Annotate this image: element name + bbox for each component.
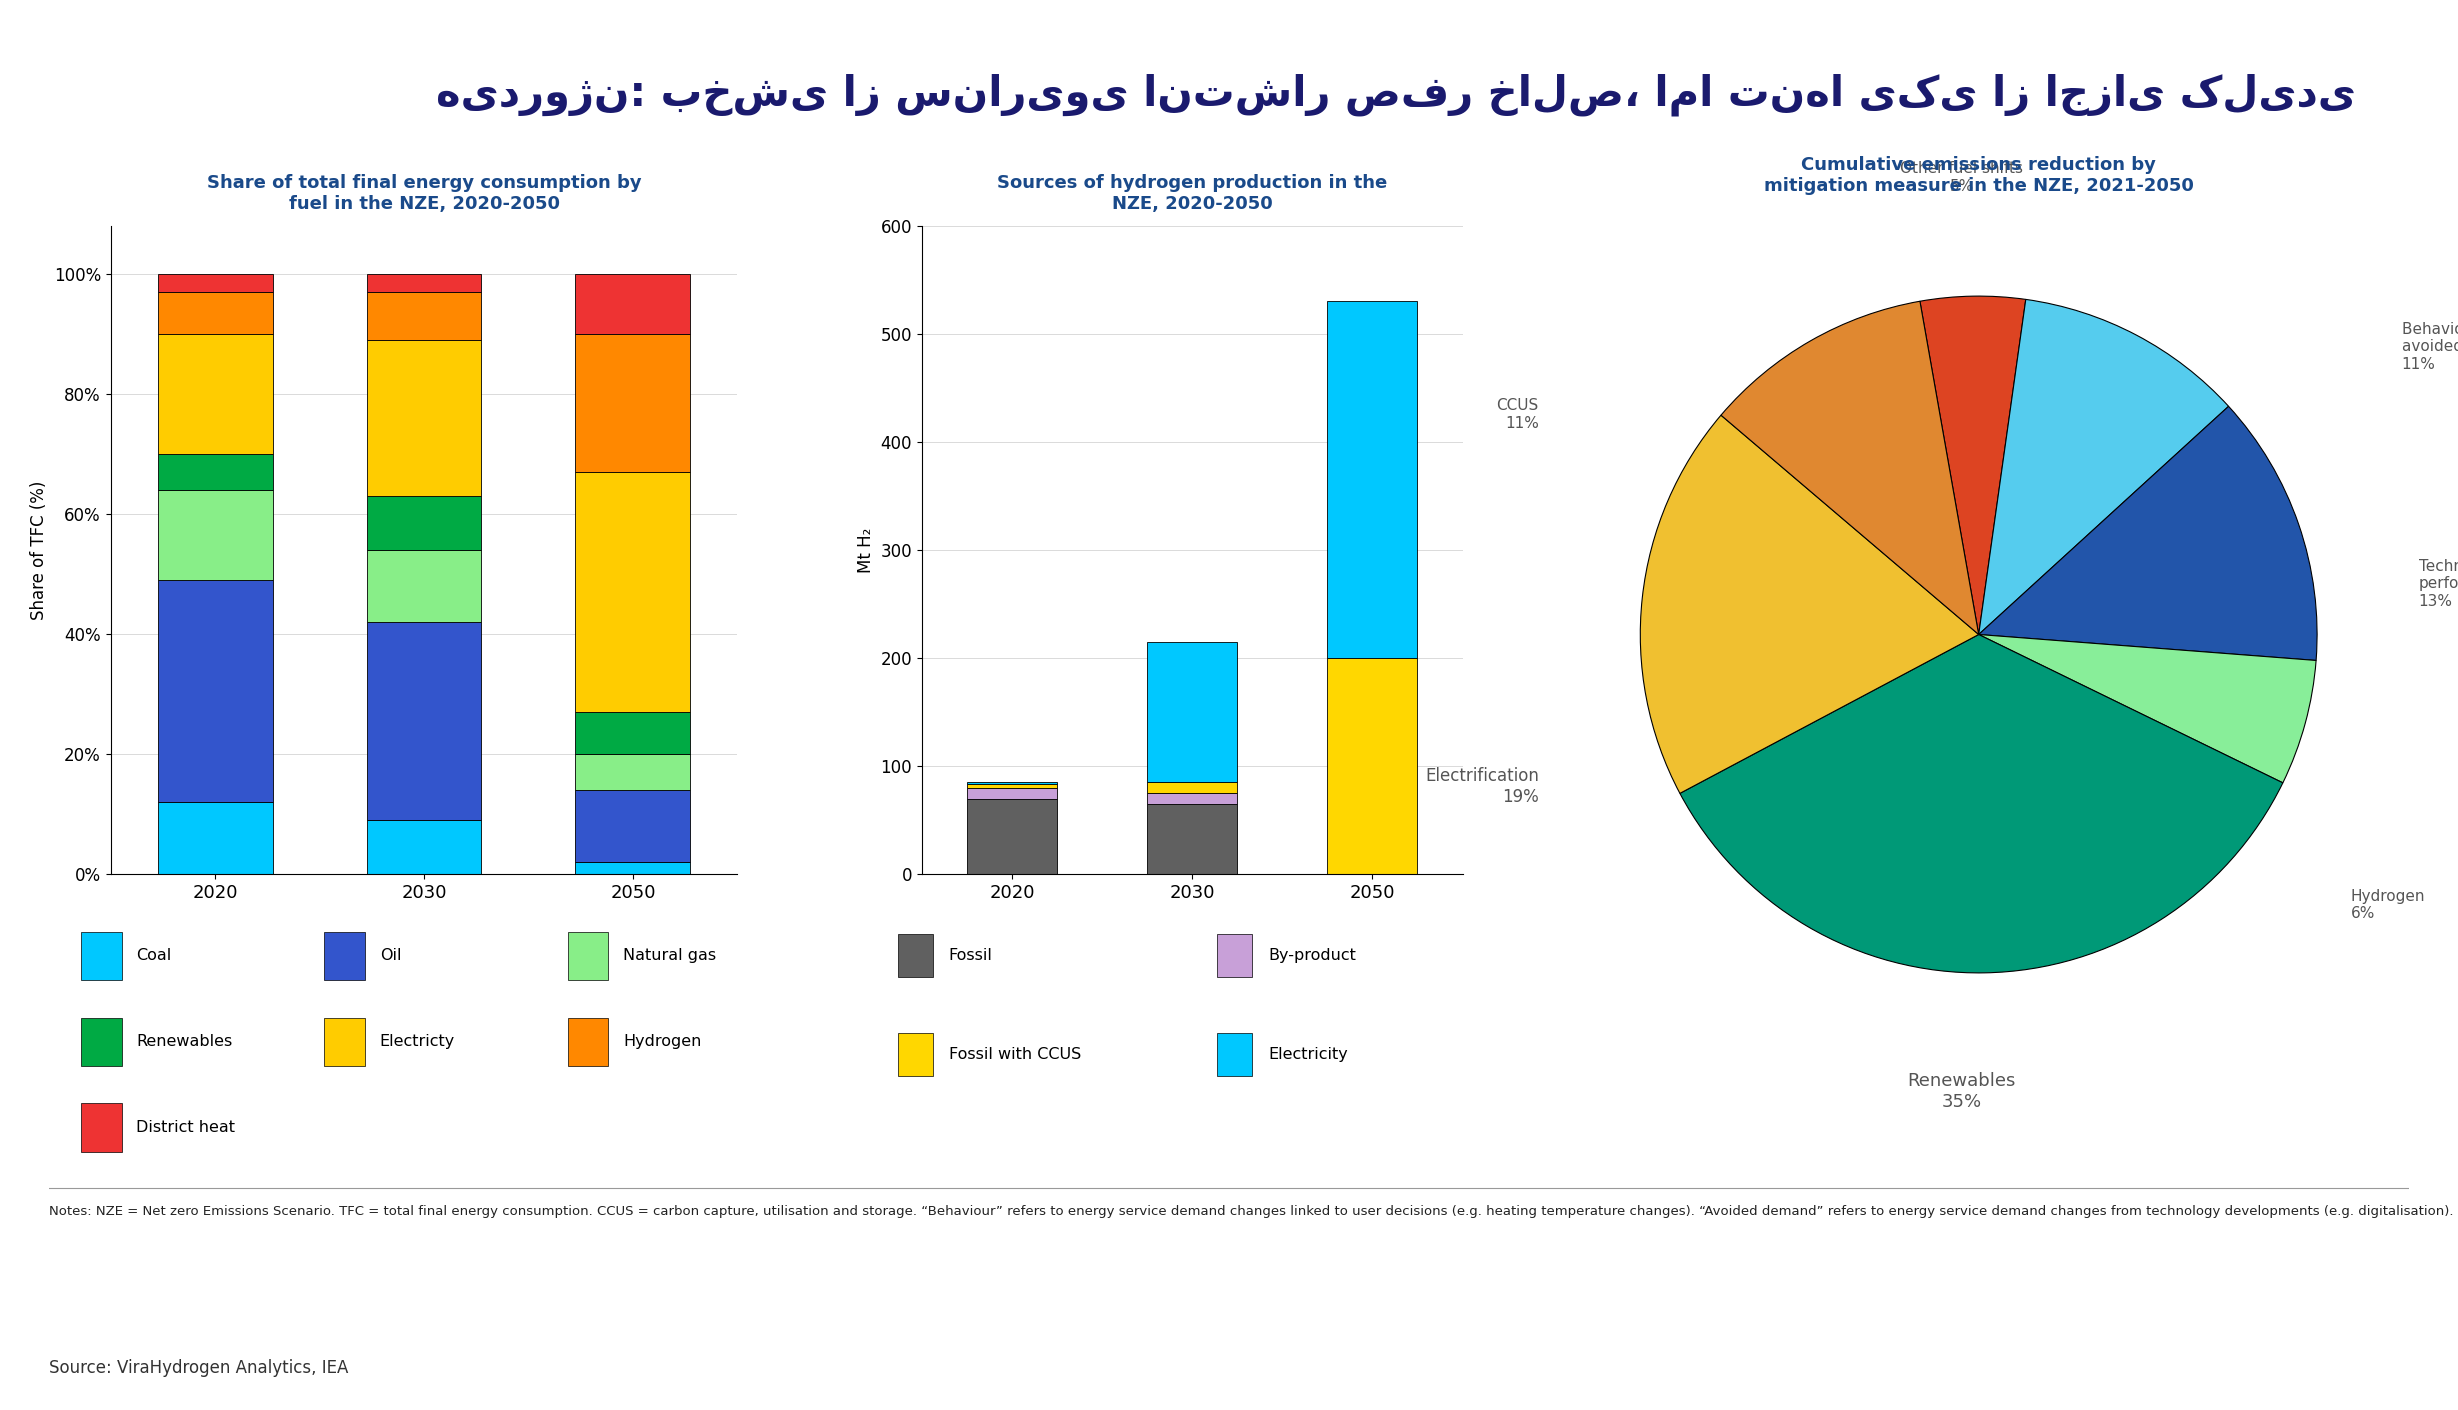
Text: Coal: Coal bbox=[135, 949, 172, 963]
Bar bbox=[966, 798, 1057, 874]
Bar bbox=[157, 274, 273, 292]
Bar bbox=[366, 821, 482, 874]
Bar bbox=[966, 784, 1057, 788]
Bar bbox=[575, 334, 691, 472]
Bar bbox=[575, 790, 691, 862]
Text: Technology
performance
13%: Technology performance 13% bbox=[2419, 558, 2458, 609]
Text: Other fuel shifts
5%: Other fuel shifts 5% bbox=[1900, 162, 2023, 193]
Wedge shape bbox=[1639, 415, 1979, 794]
Bar bbox=[366, 496, 482, 550]
Bar bbox=[157, 334, 273, 454]
Text: Oil: Oil bbox=[379, 949, 401, 963]
Bar bbox=[575, 862, 691, 874]
Bar bbox=[897, 933, 934, 977]
Text: Electricity: Electricity bbox=[1268, 1046, 1347, 1062]
Title: Sources of hydrogen production in the
NZE, 2020-2050: Sources of hydrogen production in the NZ… bbox=[998, 173, 1386, 213]
Text: Electrification
19%: Electrification 19% bbox=[1426, 767, 1539, 807]
Wedge shape bbox=[1979, 406, 2318, 660]
Bar bbox=[366, 292, 482, 340]
Bar bbox=[966, 788, 1057, 798]
Text: Notes: NZE = Net zero Emissions Scenario. TFC = total final energy consumption. : Notes: NZE = Net zero Emissions Scenario… bbox=[49, 1204, 2458, 1218]
Text: Hydrogen: Hydrogen bbox=[622, 1034, 701, 1049]
Wedge shape bbox=[1679, 634, 2283, 973]
Bar bbox=[575, 754, 691, 790]
Text: Fossil: Fossil bbox=[949, 948, 993, 963]
Text: Fossil with CCUS: Fossil with CCUS bbox=[949, 1046, 1082, 1062]
Text: CCUS
11%: CCUS 11% bbox=[1497, 399, 1539, 430]
Bar bbox=[1217, 933, 1254, 977]
Bar bbox=[366, 550, 482, 622]
Text: Behaviour and
avoided demand
11%: Behaviour and avoided demand 11% bbox=[2401, 321, 2458, 372]
Bar bbox=[366, 274, 482, 292]
Bar bbox=[81, 1103, 120, 1152]
Bar bbox=[324, 1018, 364, 1066]
Text: Natural gas: Natural gas bbox=[622, 949, 715, 963]
Wedge shape bbox=[1979, 634, 2315, 783]
Wedge shape bbox=[1721, 302, 1979, 634]
Title: Cumulative emissions reduction by
mitigation measure in the NZE, 2021-2050: Cumulative emissions reduction by mitiga… bbox=[1765, 157, 2193, 195]
Bar bbox=[1217, 1032, 1254, 1076]
Bar bbox=[575, 274, 691, 334]
Bar bbox=[1148, 792, 1236, 804]
Text: District heat: District heat bbox=[135, 1120, 236, 1135]
Bar bbox=[81, 932, 120, 980]
Bar bbox=[1148, 783, 1236, 792]
Bar bbox=[568, 932, 607, 980]
Bar bbox=[1327, 302, 1418, 658]
Bar bbox=[1148, 804, 1236, 874]
Title: Share of total final energy consumption by
fuel in the NZE, 2020-2050: Share of total final energy consumption … bbox=[206, 173, 642, 213]
Wedge shape bbox=[1979, 299, 2229, 634]
Bar bbox=[366, 340, 482, 496]
Bar bbox=[157, 802, 273, 874]
Bar bbox=[157, 454, 273, 489]
Text: Hydrogen
6%: Hydrogen 6% bbox=[2350, 890, 2426, 921]
Bar bbox=[157, 489, 273, 580]
Bar bbox=[324, 932, 364, 980]
Text: Renewables: Renewables bbox=[135, 1034, 234, 1049]
Bar bbox=[1327, 658, 1418, 874]
Bar bbox=[966, 783, 1057, 784]
Bar bbox=[568, 1018, 607, 1066]
Bar bbox=[897, 1032, 934, 1076]
Bar bbox=[575, 712, 691, 754]
Bar bbox=[157, 292, 273, 334]
Bar bbox=[1148, 642, 1236, 783]
Y-axis label: Share of TFC (%): Share of TFC (%) bbox=[29, 481, 49, 619]
Text: Source: ViraHydrogen Analytics, IEA: Source: ViraHydrogen Analytics, IEA bbox=[49, 1359, 349, 1376]
Bar bbox=[366, 622, 482, 821]
Wedge shape bbox=[1920, 296, 2025, 634]
Y-axis label: Mt H₂: Mt H₂ bbox=[858, 527, 875, 572]
Bar bbox=[575, 472, 691, 712]
Text: هیدروژن: بخشی از سناریوی انتشار صفر خالص، اما تنها یکی از اجزای کلیدی: هیدروژن: بخشی از سناریوی انتشار صفر خالص… bbox=[435, 73, 2355, 117]
Bar bbox=[81, 1018, 120, 1066]
Text: By-product: By-product bbox=[1268, 948, 1357, 963]
Text: Renewables
35%: Renewables 35% bbox=[1907, 1072, 2016, 1111]
Text: Electricty: Electricty bbox=[379, 1034, 455, 1049]
Bar bbox=[157, 580, 273, 802]
